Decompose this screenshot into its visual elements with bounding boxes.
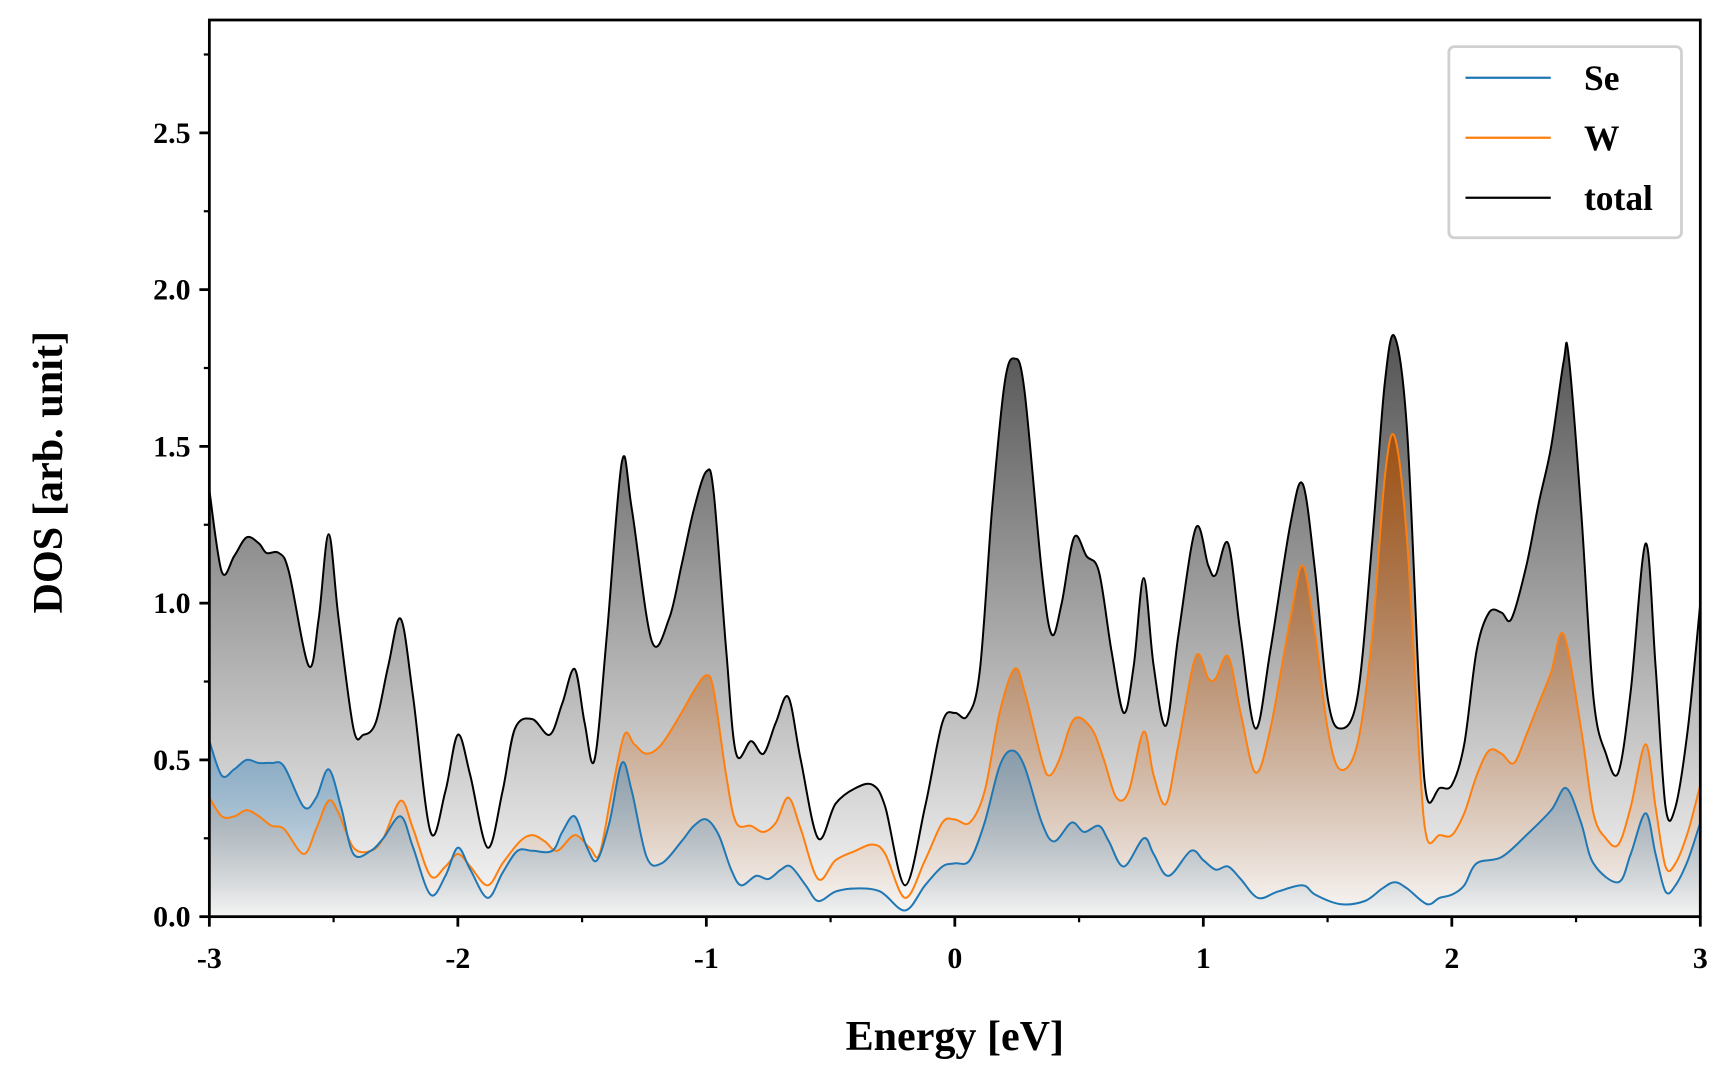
x-tick-label: -1 [694,942,719,975]
legend-box [1447,45,1683,240]
y-tick-label: 2.0 [153,274,190,307]
y-tick-label: 2.5 [153,117,190,150]
x-axis: -3 -2 -1 0 1 2 3 [197,916,1708,975]
y-tick-label: 0.0 [153,901,190,934]
x-tick-label: 1 [1196,942,1211,975]
line-total [209,334,1701,887]
y-tick-label: 1.0 [153,587,190,620]
legend-label-w: W [1584,118,1619,158]
series-fills [209,335,1701,917]
x-tick-label: 3 [1693,942,1708,975]
line-w [209,433,1701,899]
x-tick-label: 2 [1444,942,1459,975]
x-axis-label: Energy [eV] [846,1013,1065,1060]
y-axis: 0.0 0.5 1.0 1.5 2.0 2.5 [153,53,210,934]
y-tick-label: 1.5 [153,430,190,463]
legend-label-se: Se [1584,58,1619,98]
x-tick-label: 0 [947,942,962,975]
legend-label-total: total [1584,178,1653,218]
x-tick-label: -2 [445,942,470,975]
x-tick-label: -3 [197,942,222,975]
fill-se [209,741,1701,917]
line-se [209,740,1701,912]
series-lines [209,334,1701,912]
fill-w [209,434,1701,917]
y-tick-label: 0.5 [153,744,190,777]
y-axis-label: DOS [arb. unit] [25,331,72,614]
